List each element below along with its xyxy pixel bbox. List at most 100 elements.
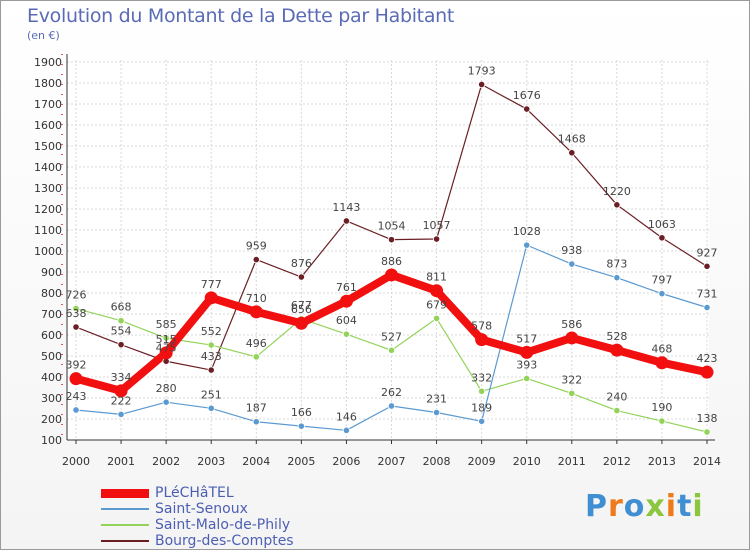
data-point bbox=[114, 384, 128, 398]
y-tick-label: 1600 bbox=[34, 119, 62, 132]
data-label: 777 bbox=[201, 278, 222, 291]
y-tick-label: 1800 bbox=[34, 77, 62, 90]
logo-letter: o bbox=[623, 489, 646, 524]
y-tick-label: 700 bbox=[41, 308, 62, 321]
x-tick-label: 2003 bbox=[197, 455, 225, 468]
data-point bbox=[610, 343, 624, 357]
data-labels: 638 554 475 433 959 876 1143 1054 1057 1793 1676 14… bbox=[66, 64, 718, 425]
data-point bbox=[339, 294, 353, 308]
data-label: 873 bbox=[606, 258, 627, 271]
data-point bbox=[658, 417, 666, 425]
data-point bbox=[432, 408, 441, 417]
data-label: 959 bbox=[246, 240, 267, 253]
legend-label: Saint-Malo-de-Phily bbox=[155, 517, 291, 533]
data-label: 638 bbox=[66, 307, 87, 320]
data-label: 679 bbox=[426, 298, 447, 311]
data-point bbox=[72, 304, 80, 313]
y-tick-label: 400 bbox=[41, 371, 62, 384]
x-tick-label: 2006 bbox=[332, 455, 360, 468]
data-point bbox=[703, 303, 711, 312]
data-label: 231 bbox=[426, 392, 447, 405]
data-label: 280 bbox=[156, 382, 177, 395]
data-point bbox=[385, 268, 398, 282]
data-label: 1054 bbox=[378, 220, 406, 233]
data-point bbox=[72, 406, 80, 414]
gridlines bbox=[67, 60, 709, 441]
data-point bbox=[703, 428, 711, 436]
data-label: 392 bbox=[66, 359, 87, 372]
data-point bbox=[342, 426, 351, 434]
data-point bbox=[430, 284, 444, 298]
y-tick-label: 200 bbox=[41, 413, 62, 426]
line-chart: 100 200 300 400 500 600 700 800 900 1000 1100 1200 1… bbox=[34, 54, 721, 468]
data-label: 475 bbox=[156, 341, 177, 354]
data-point bbox=[162, 398, 170, 406]
data-point bbox=[475, 333, 489, 347]
data-label: 1143 bbox=[332, 201, 360, 214]
data-label: 938 bbox=[561, 244, 582, 257]
data-label: 515 bbox=[156, 333, 177, 346]
x-tick-label: 2014 bbox=[693, 455, 721, 468]
legend-swatch bbox=[101, 488, 149, 498]
y-tick-label: 100 bbox=[41, 434, 62, 447]
data-label: 710 bbox=[246, 292, 267, 305]
data-label: 243 bbox=[66, 390, 87, 403]
logo-letter: i bbox=[692, 489, 704, 524]
data-point bbox=[252, 418, 260, 426]
data-point bbox=[658, 290, 666, 298]
data-point bbox=[297, 273, 305, 281]
logo-letter: i bbox=[665, 489, 678, 524]
y-tick-label: 1700 bbox=[34, 98, 62, 111]
y-tick-label: 1100 bbox=[34, 224, 62, 237]
data-point bbox=[162, 334, 170, 342]
data-label: 731 bbox=[697, 287, 718, 300]
logo-letter: P bbox=[585, 489, 608, 524]
data-point bbox=[520, 345, 534, 359]
data-point bbox=[342, 217, 351, 225]
data-point bbox=[613, 274, 621, 282]
data-point bbox=[117, 410, 125, 418]
data-label: 726 bbox=[66, 289, 87, 302]
data-point bbox=[204, 291, 218, 305]
data-label: 166 bbox=[291, 406, 312, 419]
data-point bbox=[613, 406, 621, 415]
data-label: 1676 bbox=[513, 89, 541, 102]
data-label: 251 bbox=[201, 388, 222, 401]
data-label: 797 bbox=[651, 274, 672, 287]
data-label: 656 bbox=[291, 303, 312, 316]
data-point bbox=[478, 417, 486, 425]
data-label: 262 bbox=[381, 386, 402, 399]
data-label: 604 bbox=[336, 314, 357, 327]
data-label: 578 bbox=[471, 320, 492, 333]
x-tick-label: 2000 bbox=[62, 455, 90, 468]
data-point bbox=[432, 235, 441, 243]
data-label: 468 bbox=[651, 343, 672, 356]
data-point bbox=[478, 80, 486, 89]
data-point bbox=[342, 330, 351, 338]
x-tick-label: 2010 bbox=[513, 455, 541, 468]
data-point bbox=[387, 346, 396, 354]
y-tick-label: 600 bbox=[41, 329, 62, 342]
data-point bbox=[387, 402, 396, 410]
data-point bbox=[432, 314, 441, 323]
chart-unit-label: (en €) bbox=[27, 29, 60, 42]
data-point bbox=[523, 105, 531, 113]
data-label: 527 bbox=[381, 330, 402, 343]
data-label: 433 bbox=[201, 350, 222, 363]
data-point bbox=[387, 236, 396, 244]
x-tick-label: 2004 bbox=[242, 455, 270, 468]
y-tick-label: 1500 bbox=[34, 140, 62, 153]
x-tick-label: 2012 bbox=[603, 455, 631, 468]
legend-label: PLéCHâTEL bbox=[155, 485, 234, 501]
y-tick-label: 300 bbox=[41, 392, 62, 405]
data-label: 240 bbox=[606, 391, 627, 404]
y-tick-label: 900 bbox=[41, 266, 62, 279]
data-label: 1063 bbox=[648, 218, 676, 231]
x-tick-label: 2008 bbox=[423, 455, 451, 468]
axes: 100 200 300 400 500 600 700 800 900 1000 1100 1200 1… bbox=[34, 54, 721, 468]
data-label: 528 bbox=[606, 330, 627, 343]
y-tick-label: 500 bbox=[41, 350, 62, 363]
data-label: 496 bbox=[246, 337, 267, 350]
data-label: 811 bbox=[426, 271, 447, 284]
